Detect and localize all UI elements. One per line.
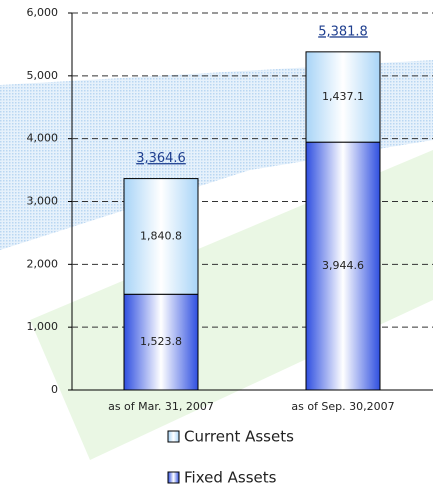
y-tick-label: 3,000: [27, 195, 59, 208]
chart: 0 1,000 2,000 3,000 4,000 5,000 6,000 1,523.8 1,…: [0, 0, 433, 488]
data-label: 1,437.1: [322, 90, 364, 103]
y-tick-label: 5,000: [27, 69, 59, 82]
x-tick-label: as of Mar. 31, 2007: [108, 400, 214, 413]
total-label: 5,381.8: [318, 24, 368, 39]
data-label: 3,944.6: [322, 259, 364, 272]
y-tick-label: 2,000: [27, 257, 59, 270]
y-tick-label: 6,000: [27, 6, 59, 19]
x-tick-label: as of Sep. 30,2007: [291, 400, 394, 413]
y-tick-label: 0: [51, 383, 58, 396]
total-label: 3,364.6: [136, 151, 186, 166]
data-label: 1,523.8: [140, 335, 182, 348]
legend-swatch: [168, 472, 179, 483]
y-tick-label: 4,000: [27, 132, 59, 145]
data-label: 1,840.8: [140, 229, 182, 242]
legend-swatch: [168, 431, 179, 442]
y-tick-label: 1,000: [27, 320, 59, 333]
legend-text: Current Assets: [184, 428, 294, 446]
legend-text: Fixed Assets: [184, 469, 277, 487]
